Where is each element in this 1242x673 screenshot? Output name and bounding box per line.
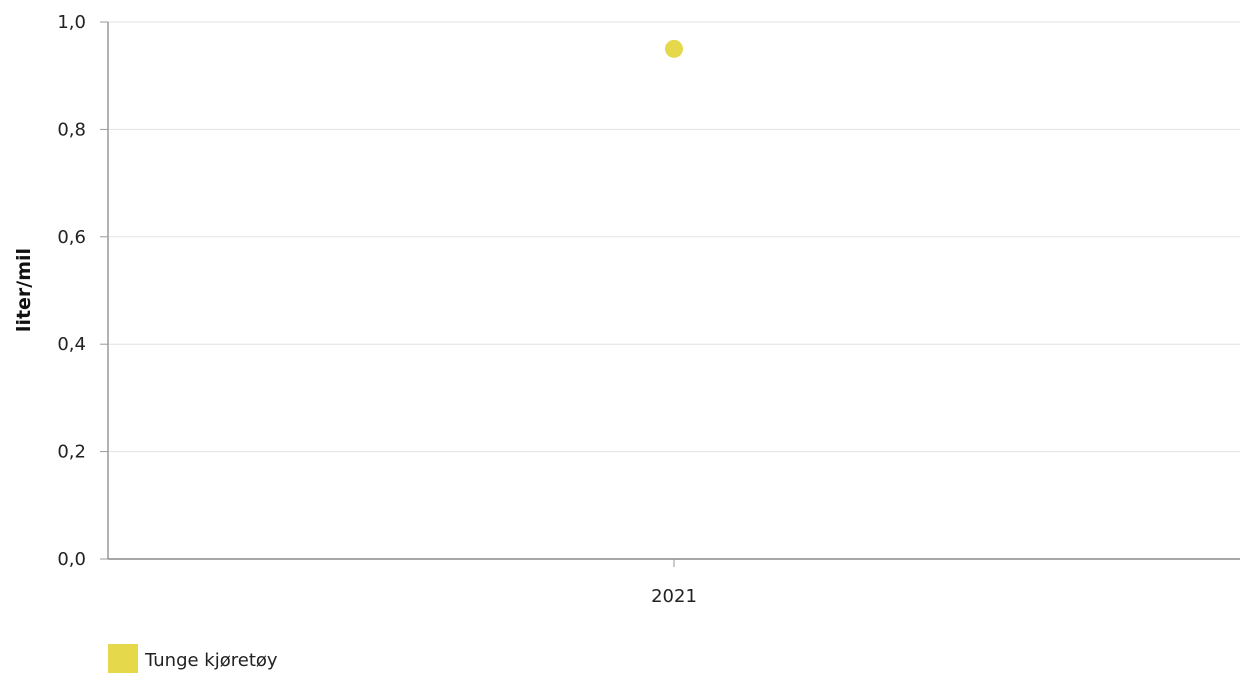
y-tick-label: 0,0: [57, 549, 86, 570]
legend-swatch: [108, 644, 138, 673]
y-tick-label: 0,4: [57, 334, 86, 355]
y-tick-label: 1,0: [57, 12, 86, 33]
y-tick-labels: 0,0 0,2 0,4 0,6 0,8 1,0: [57, 12, 86, 570]
axes: [100, 21, 1240, 567]
x-tick-labels: 2021: [651, 586, 697, 607]
grid-lines: [108, 21, 1240, 453]
y-tick-label: 0,8: [57, 119, 86, 140]
x-tick-label: 2021: [651, 586, 697, 607]
y-tick-label: 0,2: [57, 442, 86, 463]
y-axis-label: liter/mil: [13, 248, 35, 332]
y-tick-label: 0,6: [57, 227, 86, 248]
data-point[interactable]: [665, 39, 683, 58]
data-points: [665, 39, 683, 58]
legend: Tunge kjøretøy: [108, 644, 278, 673]
legend-label[interactable]: Tunge kjøretøy: [144, 650, 278, 671]
